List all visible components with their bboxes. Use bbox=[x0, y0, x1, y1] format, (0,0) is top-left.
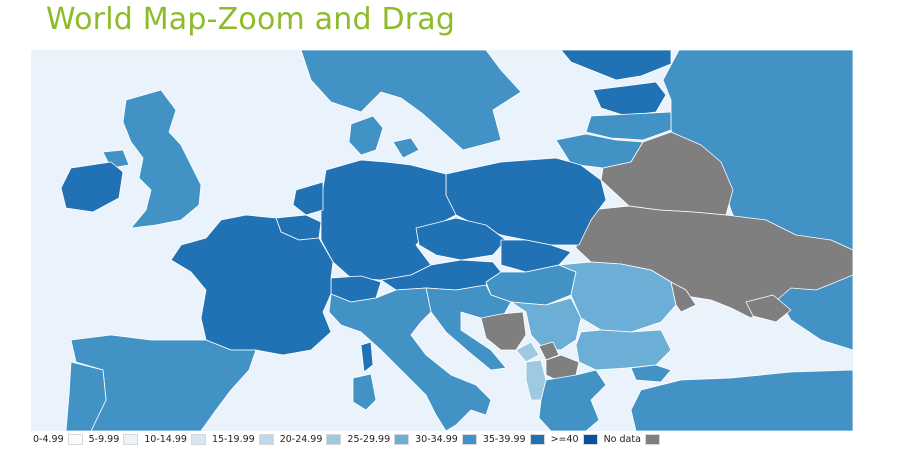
legend-swatch bbox=[258, 433, 274, 445]
region-estonia[interactable] bbox=[592, 81, 667, 117]
legend-swatch bbox=[67, 433, 83, 445]
region-turkey[interactable] bbox=[630, 369, 853, 431]
legend-swatch bbox=[461, 433, 477, 445]
region-scandinavia[interactable] bbox=[300, 50, 522, 151]
legend-item: 20-24.99 bbox=[279, 433, 342, 445]
legend-swatch bbox=[190, 433, 206, 445]
legend-label: 15-19.99 bbox=[211, 433, 255, 445]
legend-swatch bbox=[529, 433, 545, 445]
legend-label: 20-24.99 bbox=[279, 433, 323, 445]
legend-label: No data bbox=[603, 433, 641, 445]
region-finland[interactable] bbox=[560, 50, 672, 81]
legend-swatch bbox=[326, 433, 342, 445]
region-turkey-europe[interactable] bbox=[630, 364, 672, 383]
legend-swatch bbox=[394, 433, 410, 445]
legend-item: 5-9.99 bbox=[88, 433, 139, 445]
map-svg[interactable] bbox=[31, 50, 853, 431]
region-poland[interactable] bbox=[445, 157, 607, 246]
legend-label: 35-39.99 bbox=[482, 433, 526, 445]
legend-label: 0-4.99 bbox=[33, 433, 64, 445]
region-moldova[interactable] bbox=[670, 281, 697, 313]
legend-label: 25-29.99 bbox=[347, 433, 391, 445]
region-uk[interactable] bbox=[122, 89, 202, 229]
legend-label: 30-34.99 bbox=[415, 433, 458, 445]
region-italy[interactable] bbox=[328, 287, 492, 431]
legend-label: >=40 bbox=[550, 433, 579, 445]
region-kosovo[interactable] bbox=[538, 341, 560, 361]
legend-item: >=40 bbox=[550, 433, 598, 445]
region-montenegro[interactable] bbox=[515, 341, 540, 363]
legend-item: 10-14.99 bbox=[144, 433, 206, 445]
region-denmark[interactable] bbox=[348, 115, 384, 156]
legend-item: 30-34.99 bbox=[415, 433, 477, 445]
legend-item: No data bbox=[603, 433, 660, 445]
legend-item: 0-4.99 bbox=[33, 433, 83, 445]
region-ireland[interactable] bbox=[60, 161, 124, 213]
page-title: World Map-Zoom and Drag bbox=[46, 2, 456, 37]
legend-swatch bbox=[644, 433, 660, 445]
region-france[interactable] bbox=[170, 214, 334, 356]
region-sardinia[interactable] bbox=[352, 373, 377, 411]
map-legend: 0-4.99 5-9.99 10-14.99 15-19.99 20-24.99… bbox=[33, 432, 666, 446]
region-portugal[interactable] bbox=[65, 361, 107, 431]
region-romania[interactable] bbox=[558, 261, 677, 333]
region-slovakia[interactable] bbox=[500, 239, 572, 273]
region-serbia[interactable] bbox=[510, 297, 582, 351]
region-netherlands[interactable] bbox=[292, 181, 324, 216]
region-czechia[interactable] bbox=[415, 217, 507, 261]
region-germany[interactable] bbox=[320, 159, 457, 281]
region-bulgaria[interactable] bbox=[575, 329, 672, 371]
legend-label: 10-14.99 bbox=[144, 433, 187, 445]
region-corsica[interactable] bbox=[360, 341, 374, 373]
legend-swatch bbox=[123, 433, 139, 445]
region-denmark-island[interactable] bbox=[392, 137, 420, 159]
region-crimea[interactable] bbox=[745, 294, 792, 323]
legend-label: 5-9.99 bbox=[88, 433, 120, 445]
map-viewport[interactable] bbox=[31, 50, 853, 431]
legend-item: 35-39.99 bbox=[482, 433, 545, 445]
region-latvia[interactable] bbox=[585, 111, 672, 141]
region-bosnia[interactable] bbox=[480, 311, 527, 351]
region-greece[interactable] bbox=[538, 369, 607, 431]
legend-item: 15-19.99 bbox=[211, 433, 274, 445]
region-croatia[interactable] bbox=[425, 284, 512, 371]
legend-swatch bbox=[582, 433, 598, 445]
legend-item: 25-29.99 bbox=[347, 433, 410, 445]
